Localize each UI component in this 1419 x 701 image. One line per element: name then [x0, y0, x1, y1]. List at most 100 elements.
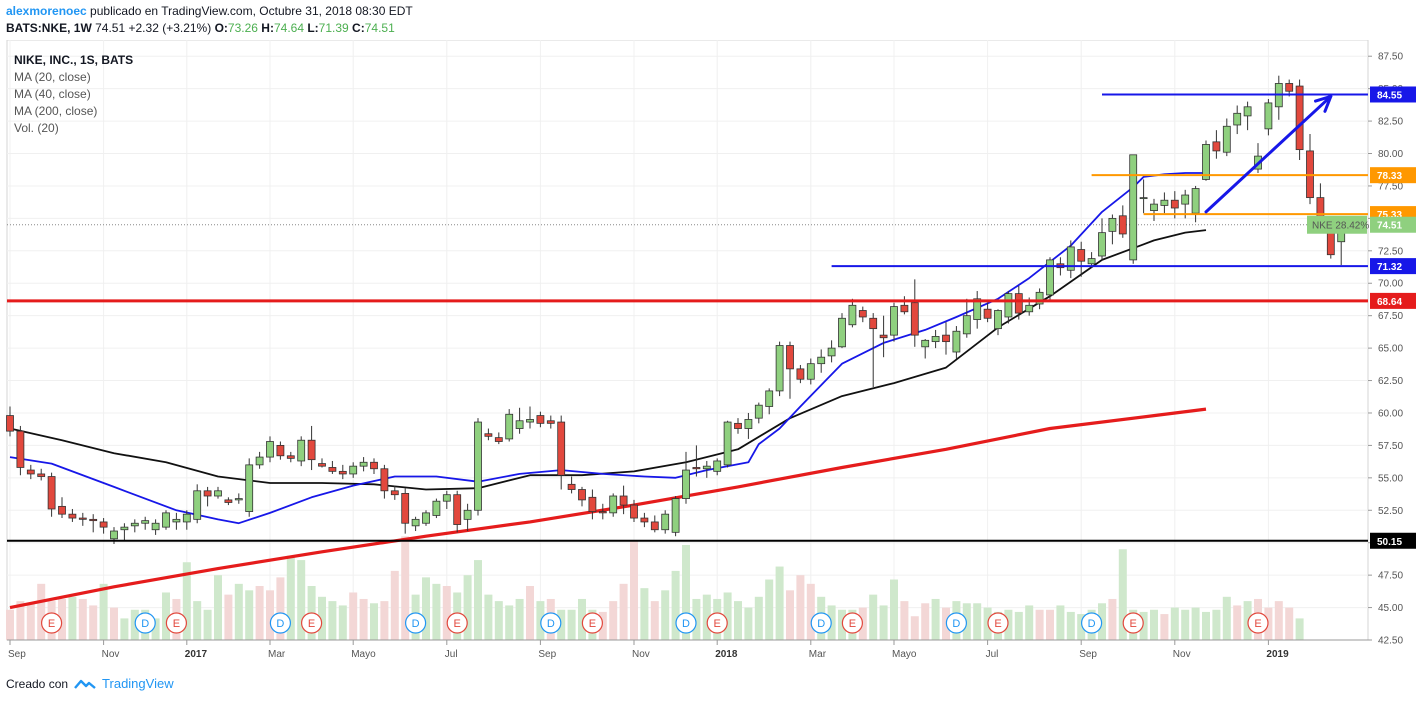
volume-bar — [567, 609, 576, 640]
event-marker — [810, 612, 832, 634]
author-link[interactable]: alexmorenoec — [6, 4, 87, 18]
candle-body — [671, 498, 680, 533]
candle-body — [224, 499, 233, 503]
price-change: +2.32 (+3.21%) — [128, 21, 212, 35]
price-tag-label: 50.15 — [1377, 537, 1402, 548]
volume-bar — [1139, 611, 1148, 640]
legend-ma40[interactable]: MA (40, close) — [14, 87, 91, 101]
volume-bar — [422, 577, 430, 640]
footer: Creado con TradingView — [6, 676, 174, 691]
volume-bar — [6, 609, 14, 640]
tradingview-logo-icon — [74, 679, 96, 689]
volume-bar — [900, 601, 909, 640]
volume-bar — [401, 536, 410, 640]
legend-ma200[interactable]: MA (200, close) — [14, 104, 98, 118]
candle-body — [858, 310, 867, 318]
volume-bar — [578, 598, 586, 640]
y-tick-label: 52.50 — [1378, 506, 1403, 517]
candle-body — [1170, 199, 1179, 209]
volume-bar — [442, 586, 451, 640]
candle-body — [619, 495, 628, 506]
candle-body — [630, 504, 638, 519]
legend-ma20[interactable]: MA (20, close) — [14, 70, 91, 84]
volume-bar — [1170, 607, 1179, 640]
y-tick-label: 57.50 — [1378, 441, 1403, 452]
candle-body — [973, 298, 982, 320]
x-tick-label: Nov — [1173, 649, 1191, 660]
event-marker — [581, 612, 604, 634]
volume-bar — [151, 618, 160, 640]
candle-body — [1046, 259, 1054, 296]
candle-body — [1181, 194, 1190, 205]
target-arrow — [1204, 94, 1333, 214]
horizontal-levels — [7, 93, 1368, 542]
candle-body — [1108, 217, 1117, 232]
volume-bar — [1202, 611, 1210, 640]
event-marker — [1247, 612, 1269, 634]
volume-bar — [484, 594, 493, 640]
volume-bar — [682, 544, 690, 640]
volume-bar — [390, 570, 399, 640]
candle-body — [359, 461, 368, 467]
volume-bar — [224, 594, 233, 640]
volume-bar — [370, 603, 378, 640]
price-tag — [1370, 258, 1416, 275]
candle-body — [1098, 232, 1106, 257]
candle-body — [1243, 106, 1252, 117]
candle-body — [713, 460, 722, 472]
volume-bar — [1046, 609, 1054, 640]
candle-body — [983, 308, 992, 319]
volume-bar — [765, 579, 774, 640]
candle-body — [193, 490, 202, 520]
event-marker — [1122, 612, 1144, 634]
candle-body — [536, 415, 545, 424]
tradingview-brand[interactable]: TradingView — [102, 676, 174, 691]
candle-body — [1150, 203, 1158, 211]
candle-body — [47, 476, 56, 510]
candle-body — [172, 518, 181, 523]
event-label: D — [412, 618, 420, 630]
y-tick-label: 47.50 — [1378, 571, 1403, 582]
volume-bar — [786, 590, 794, 640]
candle-body — [1264, 102, 1273, 130]
volume-bar — [162, 592, 170, 640]
x-tick-label: Nov — [102, 649, 120, 660]
volume-bar — [775, 566, 784, 640]
candle-body — [1222, 125, 1231, 153]
x-tick-label: Mar — [809, 649, 827, 660]
candle-body — [307, 439, 316, 461]
volume-bar — [640, 588, 649, 640]
candle-body — [484, 433, 493, 437]
candle-body — [26, 469, 35, 475]
volume-bar — [432, 583, 441, 640]
y-tick-label: 67.50 — [1378, 311, 1403, 322]
candle-body — [806, 363, 815, 380]
y-tick-label: 82.50 — [1378, 117, 1403, 128]
candle-body — [120, 526, 129, 531]
legend-volume[interactable]: Vol. (20) — [14, 121, 59, 135]
volume-bar — [598, 611, 607, 640]
event-marker — [675, 612, 697, 634]
volume-bar — [879, 605, 888, 640]
last-price-tag — [1370, 216, 1416, 233]
x-tick-label: Jul — [445, 649, 458, 660]
candle-body — [99, 521, 108, 528]
candle-body — [578, 489, 586, 501]
candle-body — [879, 334, 888, 339]
candle-body — [411, 518, 420, 527]
event-marker — [987, 612, 1009, 634]
indicator-legend: NIKE, INC., 1S, BATS MA (20, close) MA (… — [14, 52, 133, 137]
volume-bar — [1191, 607, 1200, 640]
event-marker — [1080, 612, 1103, 634]
volume-bar — [110, 607, 118, 640]
candle-body — [505, 413, 514, 440]
volume-bars — [6, 536, 1304, 640]
volume-bar — [1274, 601, 1283, 640]
price-tag — [1370, 292, 1416, 309]
arrow-shaft — [1204, 94, 1333, 214]
x-tick-label: Mar — [268, 649, 286, 660]
price-tag-label: 71.32 — [1377, 262, 1402, 273]
event-marker — [540, 612, 562, 634]
volume-bar — [266, 590, 274, 640]
